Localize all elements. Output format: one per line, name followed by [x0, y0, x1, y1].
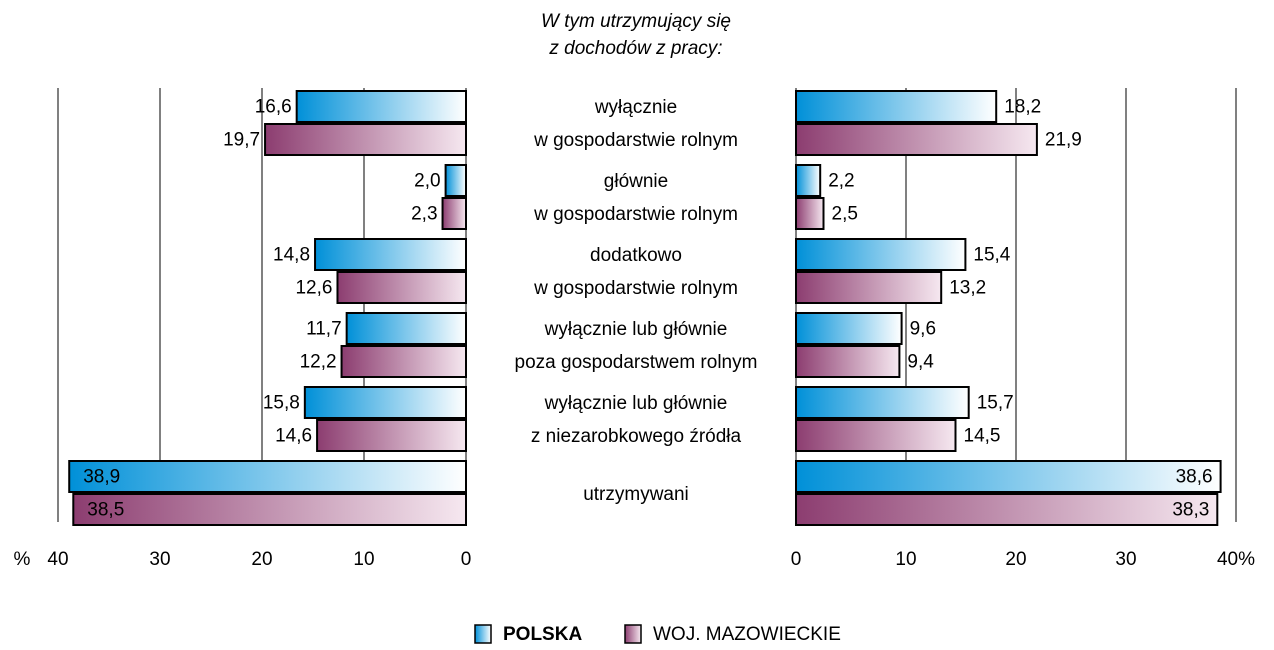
value-label: 18,2 — [1004, 97, 1041, 118]
legend-label: POLSKA — [503, 624, 582, 645]
value-label: 38,9 — [83, 467, 120, 488]
bar — [795, 419, 957, 452]
value-label: 2,3 — [411, 204, 437, 225]
x-tick-label: 10 — [895, 549, 916, 570]
bar — [795, 493, 1219, 526]
bar — [795, 90, 998, 123]
category-label: wyłącznie lub głównie — [544, 393, 728, 414]
bar — [795, 238, 967, 271]
chart-title: z dochodów z pracy: — [548, 38, 722, 59]
category-label: głównie — [604, 171, 668, 192]
value-label: 12,2 — [300, 352, 337, 373]
value-label: 2,0 — [414, 171, 440, 192]
x-tick-label: 0 — [461, 549, 472, 570]
value-label: 2,5 — [832, 204, 858, 225]
category-label: w gospodarstwie rolnym — [533, 130, 738, 151]
category-label: wyłącznie lub głównie — [544, 319, 728, 340]
x-tick-label: 30 — [149, 549, 170, 570]
x-tick-label: 10 — [353, 549, 374, 570]
bar — [314, 238, 468, 271]
axis-unit: % — [14, 549, 31, 570]
bar — [336, 271, 468, 304]
value-label: 9,6 — [910, 319, 936, 340]
bar — [340, 345, 467, 378]
category-label: w gospodarstwie rolnym — [533, 204, 738, 225]
bar — [795, 123, 1038, 156]
bar — [295, 90, 467, 123]
category-label: dodatkowo — [590, 245, 682, 266]
bar — [444, 164, 468, 197]
value-label: 38,3 — [1172, 500, 1209, 521]
legend-swatch — [624, 624, 642, 644]
bar — [795, 345, 901, 378]
bar — [795, 460, 1222, 493]
value-label: 21,9 — [1045, 130, 1082, 151]
value-label: 15,4 — [973, 245, 1010, 266]
value-label: 38,6 — [1176, 467, 1213, 488]
category-label: z niezarobkowego źródła — [531, 426, 742, 447]
value-label: 38,5 — [87, 500, 124, 521]
bar — [795, 197, 825, 230]
bar — [795, 386, 970, 419]
value-label: 12,6 — [295, 278, 332, 299]
category-label: w gospodarstwie rolnym — [533, 278, 738, 299]
bar — [795, 271, 943, 304]
legend-swatch — [474, 624, 492, 644]
value-label: 9,4 — [907, 352, 934, 373]
category-label: wyłącznie — [594, 97, 677, 118]
legend-label: WOJ. MAZOWIECKIE — [653, 624, 841, 645]
bar — [72, 493, 468, 526]
value-label: 19,7 — [223, 130, 260, 151]
bar — [795, 164, 822, 197]
value-label: 14,5 — [964, 426, 1001, 447]
chart-title: W tym utrzymujący się — [541, 11, 731, 32]
x-tick-label: 30 — [1115, 549, 1136, 570]
value-label: 15,8 — [263, 393, 300, 414]
value-label: 13,2 — [949, 278, 986, 299]
value-label: 11,7 — [306, 319, 342, 340]
bar — [316, 419, 467, 452]
value-label: 16,6 — [255, 97, 292, 118]
bar — [68, 460, 467, 493]
x-tick-label: 20 — [1005, 549, 1026, 570]
category-label: poza gospodarstwem rolnym — [515, 352, 758, 373]
bar — [264, 123, 467, 156]
value-label: 15,7 — [977, 393, 1014, 414]
x-tick-label: 40% — [1217, 549, 1255, 570]
x-tick-label: 40 — [47, 549, 68, 570]
x-tick-label: 20 — [251, 549, 272, 570]
category-label: utrzymywani — [583, 484, 689, 505]
x-tick-label: 0 — [791, 549, 802, 570]
value-label: 2,2 — [828, 171, 854, 192]
bar — [795, 312, 903, 345]
bar — [345, 312, 467, 345]
value-label: 14,6 — [275, 426, 312, 447]
bar — [441, 197, 468, 230]
bar — [303, 386, 467, 419]
value-label: 14,8 — [273, 245, 310, 266]
